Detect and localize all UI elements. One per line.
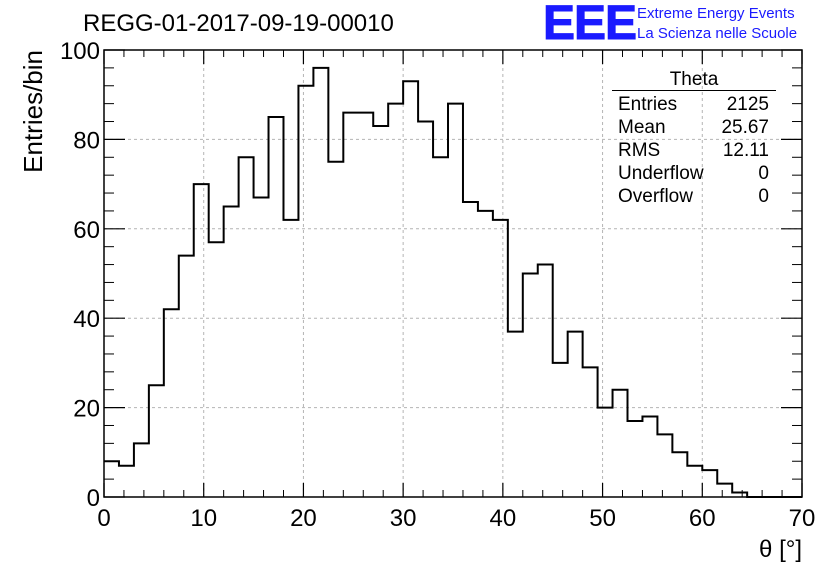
y-tick-label: 0: [87, 485, 100, 512]
plot-frame: [103, 49, 803, 498]
stats-row-underflow: Underflow 0: [612, 162, 776, 185]
tick-labels: 0 10 20 30 40 50 60 70 0 20 40 60 80 100: [60, 38, 815, 532]
stats-value: 0: [758, 163, 769, 184]
logo-line-2: La Scienza nelle Scuole: [637, 25, 798, 42]
x-tick-label: 10: [190, 505, 217, 532]
histogram-line: [104, 66, 802, 498]
stats-row-mean: Mean 25.67: [612, 116, 776, 139]
x-tick-label: 0: [97, 505, 110, 532]
x-tick-label: 40: [490, 505, 517, 532]
stats-value: 2125: [726, 94, 769, 115]
logo-line-1: Extreme Energy Events: [637, 5, 795, 22]
x-tick-label: 50: [589, 505, 616, 532]
grid-lines: [104, 50, 802, 497]
stats-label: Underflow: [618, 163, 704, 184]
stats-row-entries: Entries 2125: [612, 93, 776, 116]
x-tick-label: 20: [290, 505, 317, 532]
x-tick-label: 60: [689, 505, 716, 532]
y-tick-label: 20: [73, 396, 100, 423]
stats-label: RMS: [618, 140, 661, 161]
stats-value: 25.67: [721, 117, 769, 138]
y-tick-label: 100: [60, 38, 100, 65]
x-tick-label: 30: [390, 505, 417, 532]
y-axis-label: Entries/bin: [18, 50, 48, 173]
chart-title: REGG-01-2017-09-19-00010: [83, 10, 394, 37]
eee-logo: EEE: [542, 0, 637, 51]
stats-box: Theta Entries 2125 Mean 25.67 RMS 12.11 …: [612, 70, 776, 208]
x-axis-label: θ [°]: [759, 536, 802, 563]
stats-value: 0: [758, 186, 769, 207]
y-tick-label: 80: [73, 127, 100, 154]
stats-title: Theta: [612, 70, 776, 91]
stats-label: Overflow: [618, 186, 693, 207]
stats-row-rms: RMS 12.11: [612, 139, 776, 162]
y-tick-label: 60: [73, 217, 100, 244]
stats-row-overflow: Overflow 0: [612, 185, 776, 208]
stats-value: 12.11: [722, 140, 769, 161]
y-tick-label: 40: [73, 306, 100, 333]
x-tick-label: 70: [789, 505, 816, 532]
stats-label: Entries: [618, 94, 678, 115]
stats-label: Mean: [618, 117, 666, 138]
